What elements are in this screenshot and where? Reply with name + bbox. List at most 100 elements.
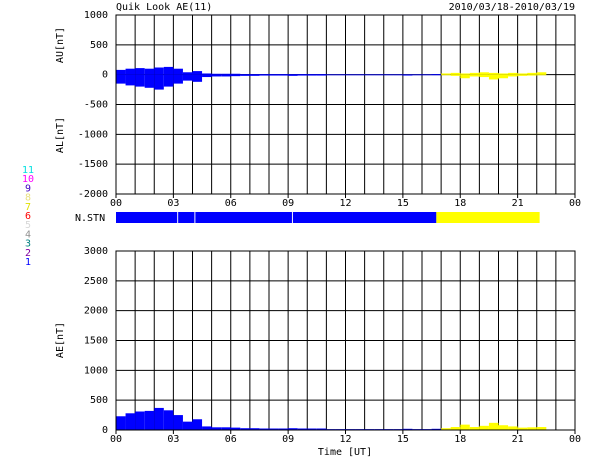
x-tick-label: 15 [397, 434, 409, 445]
bar [259, 74, 269, 76]
bar [192, 419, 203, 430]
bar [498, 74, 509, 79]
bar [297, 74, 308, 75]
x-tick-label: 06 [225, 198, 237, 209]
bar [479, 425, 489, 430]
bar [278, 428, 289, 430]
bar [154, 67, 164, 75]
bar [316, 74, 327, 76]
bar [202, 73, 212, 75]
y-tick-label: 500 [90, 395, 108, 406]
x-tick-label: 12 [339, 434, 351, 445]
bar [345, 74, 356, 75]
bar [527, 74, 537, 76]
n-stn-segment [436, 212, 540, 223]
bar [288, 74, 298, 75]
n-stn-segment [195, 212, 292, 223]
x-tick-label: 09 [282, 198, 294, 209]
y-axis-label: AU[nT] [55, 27, 66, 63]
legend-label: 8 [25, 193, 31, 204]
bar [288, 428, 298, 430]
bar [173, 68, 183, 75]
bar [479, 72, 489, 75]
bar [479, 74, 489, 78]
n-stn-segment [178, 212, 195, 223]
bar [383, 74, 394, 76]
bar [517, 73, 528, 75]
bar [412, 74, 422, 75]
bar [135, 411, 145, 430]
bar [316, 74, 327, 75]
x-tick-label: 18 [454, 198, 466, 209]
bar [144, 68, 155, 75]
bar [517, 74, 528, 76]
bar [249, 74, 260, 75]
legend-label: 4 [25, 229, 31, 240]
n-stn-segment [292, 212, 437, 223]
bar [326, 74, 336, 75]
bar [517, 427, 528, 430]
bar [230, 74, 241, 77]
bar [355, 74, 365, 75]
bar [221, 74, 231, 77]
bar [335, 74, 346, 75]
x-tick-label: 12 [339, 198, 351, 209]
bar [431, 74, 442, 75]
bar [450, 72, 461, 75]
bar [259, 428, 269, 430]
bar [469, 74, 480, 77]
bar [125, 74, 136, 86]
y-tick-label: 2000 [84, 306, 108, 317]
bar [297, 74, 308, 76]
x-tick-label: 18 [454, 434, 466, 445]
legend-label: 10 [22, 174, 34, 185]
bar [192, 74, 203, 82]
x-tick-label: 06 [225, 434, 237, 445]
y-tick-label: 1000 [84, 365, 108, 376]
bar [422, 74, 432, 76]
bar [221, 73, 231, 75]
bar [116, 416, 126, 430]
bar [402, 74, 413, 75]
bar [288, 74, 298, 76]
bar [383, 74, 394, 75]
bar [460, 74, 470, 79]
y-tick-label: -1500 [78, 159, 108, 170]
bar [469, 72, 480, 75]
bar [125, 413, 136, 430]
bar [460, 73, 470, 75]
bar [202, 74, 212, 78]
bar [431, 74, 442, 76]
bar [364, 74, 375, 76]
bar [508, 426, 518, 430]
bar [173, 415, 183, 430]
bar [163, 74, 174, 87]
bar [374, 74, 384, 76]
bar [240, 74, 250, 76]
legend-label: 6 [25, 211, 31, 222]
legend-label: 11 [22, 165, 34, 176]
x-tick-label: 00 [569, 198, 581, 209]
y-tick-label: 1500 [84, 336, 108, 347]
bar [211, 73, 222, 75]
bar [307, 74, 317, 76]
y-axis-label: AL[nT] [55, 117, 66, 153]
bar [326, 74, 336, 76]
y-tick-label: -2000 [78, 189, 108, 200]
bar [211, 74, 222, 77]
x-axis-label: Time [UT] [318, 447, 372, 458]
bar [450, 427, 461, 430]
x-tick-label: 09 [282, 434, 294, 445]
y-tick-label: 1000 [84, 10, 108, 21]
bar [307, 428, 317, 430]
bar [269, 74, 279, 75]
plot-frame [115, 250, 576, 431]
bar [498, 425, 509, 430]
x-tick-label: 03 [167, 434, 179, 445]
bar [412, 74, 422, 76]
bar [536, 427, 547, 430]
legend-label: 1 [25, 257, 31, 268]
bar [173, 74, 183, 84]
bar [402, 428, 413, 430]
